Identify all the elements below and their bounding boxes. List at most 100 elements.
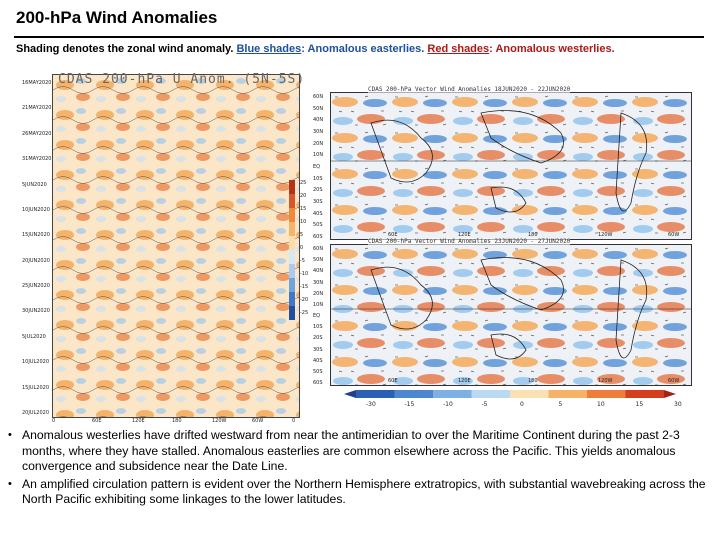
bullet-dot: • (8, 477, 12, 490)
wind-map-lon-tick: 120E (458, 378, 471, 384)
hovmoller-x-tick: 120E (132, 418, 145, 424)
hovmoller-y-tick: 10JUN2020 (22, 206, 50, 213)
hovmoller-x-tick: 60E (92, 418, 102, 424)
page-title: 200-hPa Wind Anomalies (16, 8, 218, 27)
hovmoller-colorbar-label: 10 (300, 219, 307, 225)
hovmoller-y-tick: 20JUL2020 (22, 410, 50, 416)
blue-shades-label: Blue shades (236, 43, 302, 55)
wind-map-lat-tick: 10N (313, 301, 324, 308)
hovmoller-colorbar-label: 25 (300, 180, 307, 186)
wind-map-lon-tick: 60E (388, 232, 398, 238)
wind-map-lat-tick: 30S (313, 346, 323, 353)
wind-map-colorbar-label: -15 (404, 401, 415, 408)
hovmoller-colorbar-label: -5 (300, 258, 305, 264)
subtitle: Shading denotes the zonal wind anomaly. … (16, 43, 615, 55)
hovmoller-y-tick: 20JUN2020 (22, 257, 50, 264)
bullet-text: Anomalous westerlies have drifted westwa… (22, 428, 680, 473)
wind-map-lat-tick: 50N (313, 105, 324, 112)
wind-map-top-shading (331, 93, 691, 239)
wind-map-lat-tick: 10N (313, 152, 324, 159)
hovmoller-colorbar-label: -25 (300, 310, 309, 316)
hovmoller-colorbar (289, 180, 295, 320)
hovmoller-y-tick: 31MAY2020 (22, 156, 52, 163)
wind-map-lat-tick: 40S (313, 357, 323, 364)
hovmoller-colorbar-label: -10 (300, 271, 309, 277)
wind-map-colorbar-label: -10 (443, 401, 453, 408)
wind-map-lat-tick: 60S (313, 380, 323, 386)
hovmoller-colorbar-label: 20 (300, 193, 307, 199)
hovmoller-y-tick: 15JUN2020 (22, 232, 50, 239)
hovmoller-colorbar-label: 0 (300, 245, 304, 251)
hovmoller-y-tick: 16MAY2020 (22, 80, 52, 86)
wind-map-lat-tick: 20S (313, 335, 323, 342)
wind-map-colorbar-label: 5 (558, 401, 563, 408)
hovmoller-y-tick: 30JUN2020 (22, 308, 50, 315)
wind-map-colorbar-label: 10 (597, 401, 605, 408)
wind-map-lat-tick: 10S (313, 324, 323, 331)
wind-map-lat-tick: 30N (313, 129, 324, 135)
wind-map-lat-tick: 40S (313, 210, 323, 217)
wind-map-lat-tick: 60N (313, 246, 324, 252)
wind-map-bottom-title: CDAS 200-hPa Vector Wind Anomalies 23JUN… (368, 238, 571, 245)
wind-map-top (330, 92, 692, 240)
hovmoller-y-tick: 10JUL2020 (22, 359, 50, 366)
wind-map-lat-tick: 30N (313, 279, 324, 286)
wind-map-lat-tick: 20S (313, 187, 323, 194)
wind-map-lat-tick: 50S (313, 222, 323, 229)
hovmoller-x-tick: 120W (212, 418, 227, 424)
wind-map-lon-tick: 180 (528, 232, 538, 238)
red-shades-text: : Anomalous westerlies. (489, 43, 615, 55)
hovmoller-y-tick: 5JUL2020 (22, 333, 46, 340)
wind-map-lat-tick: 20N (313, 140, 324, 147)
wind-map-lat-tick: 30S (313, 199, 323, 205)
wind-map-lat-tick: EQ (313, 164, 321, 170)
wind-map-lat-tick: 60N (313, 94, 324, 100)
hovmoller-colorbar-label: -20 (300, 297, 309, 303)
wind-map-lon-tick: 120W (598, 378, 613, 384)
wind-map-lon-tick: 120E (458, 232, 471, 238)
wind-map-colorbar-label: 30 (674, 401, 682, 408)
blue-shades-text: : Anomalous easterlies. (301, 43, 428, 55)
red-shades-label: Red shades (427, 43, 490, 55)
wind-map-bottom-shading (331, 245, 691, 385)
wind-map-colorbar-label: 0 (520, 401, 524, 408)
wind-map-lon-tick: 120W (598, 232, 613, 238)
title-divider (14, 36, 704, 38)
wind-map-colorbar-label: -5 (481, 401, 488, 408)
hovmoller-y-tick: 5JUN2020 (22, 181, 47, 188)
wind-map-lat-tick: 40N (313, 117, 324, 124)
hovmoller-colorbar-label: 15 (300, 206, 307, 212)
hovmoller-shading (53, 75, 299, 417)
subtitle-prefix: Shading denotes the zonal wind anomaly. (16, 43, 237, 55)
wind-map-lat-tick: 50N (313, 257, 324, 264)
hovmoller-y-tick: 26MAY2020 (22, 130, 52, 137)
wind-map-lat-tick: 40N (313, 268, 324, 275)
bullet-list: • Anomalous westerlies have drifted westw… (8, 428, 712, 510)
hovmoller-x-tick: 180 (172, 418, 182, 424)
wind-map-colorbar-label: 15 (635, 401, 644, 408)
bullet-item: • An amplified circulation pattern is evi… (8, 477, 712, 508)
wind-map-lat-tick: 20N (313, 290, 324, 297)
hovmoller-colorbar-label: -15 (300, 284, 309, 290)
hovmoller-y-tick: 25JUN2020 (22, 283, 50, 290)
hovmoller-colorbar-label: 5 (300, 232, 304, 238)
bullet-text: An amplified circulation pattern is evid… (22, 476, 706, 507)
wind-map-lat-tick: 50S (313, 368, 323, 375)
hovmoller-y-tick: 21MAY2020 (22, 105, 52, 112)
wind-map-colorbar (344, 390, 676, 398)
hovmoller-x-tick: 0 (52, 418, 56, 424)
wind-map-top-title: CDAS 200-hPa Vector Wind Anomalies 18JUN… (368, 86, 571, 93)
wind-map-colorbar-label: -30 (366, 401, 376, 408)
wind-map-lat-tick: 60S (313, 234, 323, 240)
wind-map-lon-tick: 60E (388, 378, 398, 384)
wind-map-lat-tick: EQ (313, 313, 321, 319)
hovmoller-y-tick: 15JUL2020 (22, 384, 50, 391)
hovmoller-x-tick: 0 (292, 418, 296, 424)
bullet-dot: • (8, 429, 12, 441)
wind-map-lon-tick: 60W (668, 232, 680, 238)
wind-map-lat-tick: 10S (313, 175, 323, 182)
bullet-item: • Anomalous westerlies have drifted westw… (8, 428, 712, 475)
wind-map-bottom (330, 244, 692, 386)
hovmoller-title: CDAS 200-hPa U Anom. (5N-5S) (58, 72, 306, 87)
hovmoller-x-tick: 60W (252, 418, 264, 424)
